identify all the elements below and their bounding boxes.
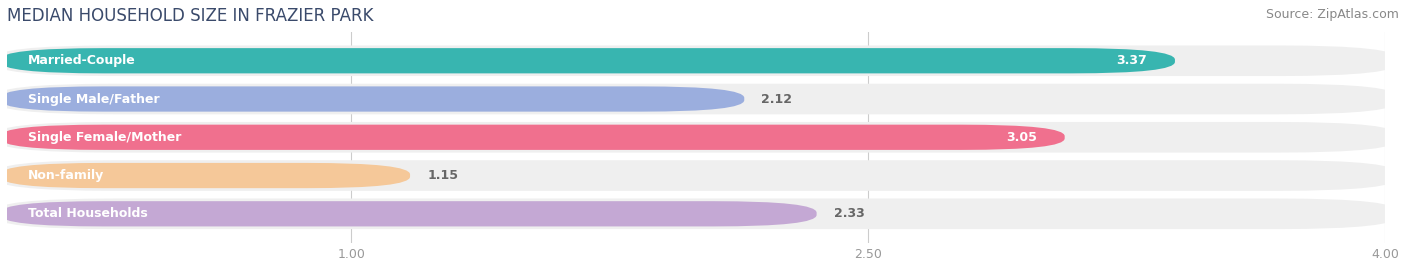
Text: 3.05: 3.05 [1007, 131, 1038, 144]
FancyBboxPatch shape [0, 125, 1064, 150]
Text: Source: ZipAtlas.com: Source: ZipAtlas.com [1265, 8, 1399, 21]
FancyBboxPatch shape [0, 163, 411, 188]
FancyBboxPatch shape [0, 122, 1399, 152]
FancyBboxPatch shape [0, 199, 1399, 229]
Text: Single Male/Father: Single Male/Father [28, 92, 159, 106]
FancyBboxPatch shape [0, 84, 1399, 114]
Text: MEDIAN HOUSEHOLD SIZE IN FRAZIER PARK: MEDIAN HOUSEHOLD SIZE IN FRAZIER PARK [7, 7, 374, 25]
Text: Non-family: Non-family [28, 169, 104, 182]
Text: Married-Couple: Married-Couple [28, 54, 135, 67]
Text: 2.12: 2.12 [762, 92, 793, 106]
Text: 2.33: 2.33 [834, 207, 865, 220]
Text: Total Households: Total Households [28, 207, 148, 220]
FancyBboxPatch shape [0, 160, 1399, 191]
Text: 1.15: 1.15 [427, 169, 458, 182]
Text: Single Female/Mother: Single Female/Mother [28, 131, 181, 144]
Text: 3.37: 3.37 [1116, 54, 1147, 67]
FancyBboxPatch shape [0, 86, 744, 112]
FancyBboxPatch shape [0, 201, 817, 226]
FancyBboxPatch shape [0, 48, 1175, 73]
FancyBboxPatch shape [0, 46, 1399, 76]
